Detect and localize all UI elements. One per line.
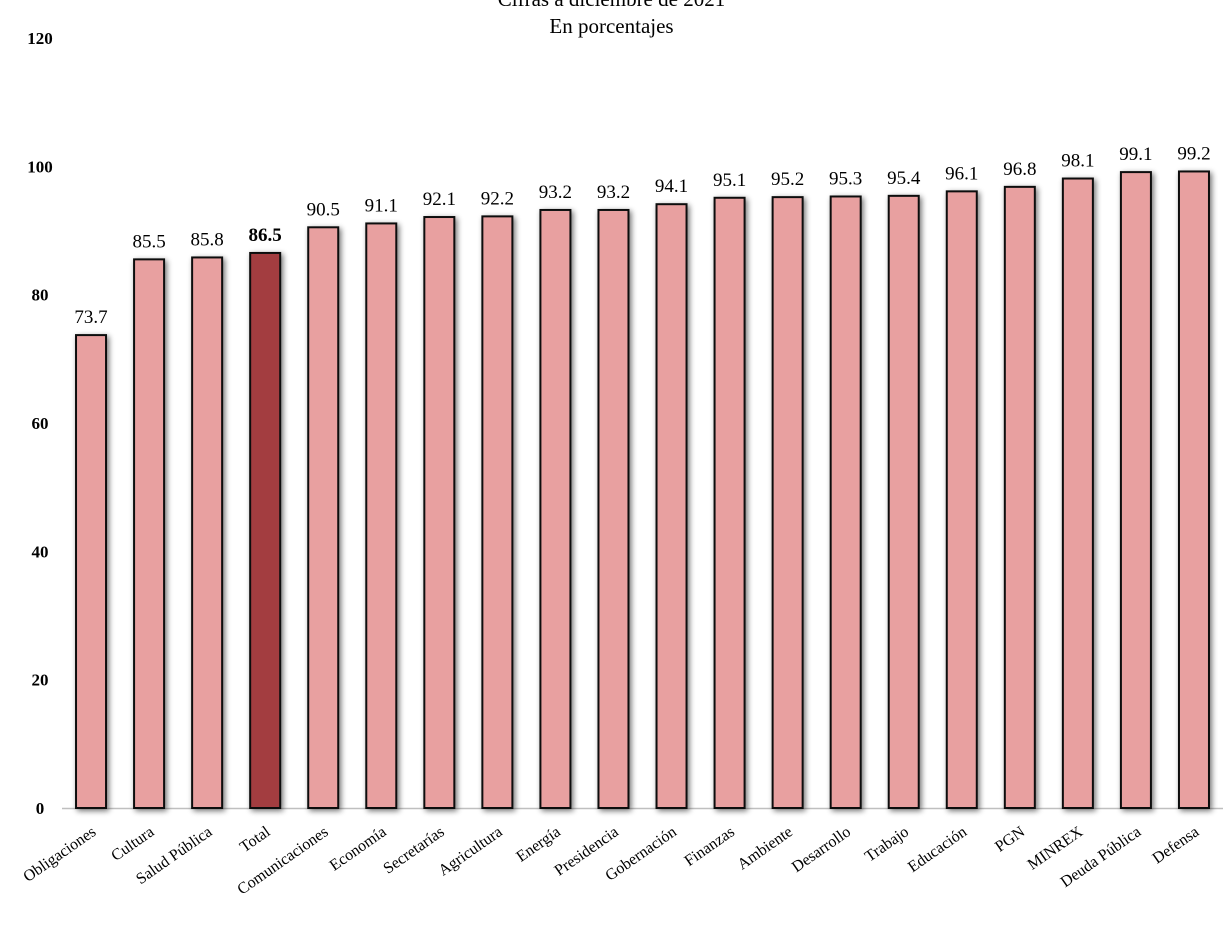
value-label: 98.1: [1061, 151, 1094, 172]
value-label: 85.8: [191, 229, 224, 250]
bars: [75, 170, 1210, 810]
x-tick-label: Obligaciones: [20, 823, 99, 885]
x-tick-label: PGN: [992, 823, 1028, 856]
bar-ambiente: [771, 196, 804, 809]
x-tick-label: Defensa: [1150, 823, 1203, 867]
bar-salud-p-blica: [191, 256, 224, 809]
value-label: 91.1: [365, 195, 398, 216]
y-tick-label: 100: [27, 157, 53, 176]
y-tick-label: 80: [32, 286, 49, 305]
bar-total: [249, 251, 282, 810]
value-label: 93.2: [539, 182, 572, 203]
value-label: 86.5: [249, 225, 282, 246]
bar-trabajo: [887, 194, 920, 810]
x-tick-label: Cultura: [108, 823, 157, 864]
y-tick-label: 120: [27, 29, 53, 48]
x-tick-label: Ambiente: [734, 823, 795, 873]
value-label: 95.3: [829, 168, 862, 189]
value-label: 92.1: [423, 189, 456, 210]
bar-cultura: [133, 258, 166, 809]
value-label: 92.2: [481, 188, 514, 209]
x-tick-label: Agricultura: [436, 823, 506, 879]
value-label: 93.2: [597, 182, 630, 203]
bar-deuda-p-blica: [1119, 171, 1152, 809]
y-axis: 0 20 40 60 80 100 120: [27, 29, 53, 818]
value-label: 85.5: [132, 231, 165, 252]
bar-gobernaci-n: [655, 203, 688, 810]
value-label: 73.7: [74, 307, 107, 328]
chart-subtitle: En porcentajes: [549, 14, 674, 38]
bar-comunicaciones: [307, 226, 340, 809]
value-label: 95.1: [713, 170, 746, 191]
value-label: 95.4: [887, 168, 921, 189]
chart-title: Cifras a diciembre de 2021: [0, 0, 1223, 12]
bar-finanzas: [713, 196, 746, 809]
value-label: 99.1: [1119, 144, 1152, 165]
x-tick-label: Trabajo: [862, 823, 912, 865]
y-tick-label: 40: [32, 542, 49, 561]
value-label: 94.1: [655, 176, 688, 197]
value-label: 90.5: [307, 199, 340, 220]
value-label: 95.2: [771, 169, 804, 190]
y-tick-label: 0: [36, 799, 45, 818]
x-tick-label: Desarrollo: [789, 823, 854, 876]
y-tick-label: 60: [32, 414, 49, 433]
value-label: 96.8: [1003, 159, 1036, 180]
bar-econom-a: [365, 222, 398, 810]
x-tick-label: Educación: [905, 823, 970, 876]
x-tick-label: Finanzas: [682, 823, 738, 870]
bar-minrex: [1061, 177, 1094, 809]
bar-desarrollo: [829, 195, 862, 810]
bar-energ-a: [539, 208, 572, 809]
value-labels: 73.7 85.5 85.8 86.5 90.5 91.1 92.1 92.2 93.2 93.2…: [74, 143, 1210, 328]
bar-defensa: [1177, 170, 1210, 809]
bar-secretar-as: [423, 216, 456, 809]
bar-presidencia: [597, 208, 630, 809]
value-label: 96.1: [945, 163, 978, 184]
bar-agricultura: [481, 215, 514, 809]
y-tick-label: 20: [32, 671, 49, 690]
x-tick-label: Energía: [513, 823, 563, 865]
x-tick-label: Total: [237, 823, 274, 856]
bar-pgn: [1003, 185, 1036, 810]
x-tick-label: Economía: [327, 823, 390, 874]
bar-obligaciones: [75, 334, 108, 809]
bar-educaci-n: [945, 190, 978, 809]
value-label: 99.2: [1177, 143, 1210, 164]
